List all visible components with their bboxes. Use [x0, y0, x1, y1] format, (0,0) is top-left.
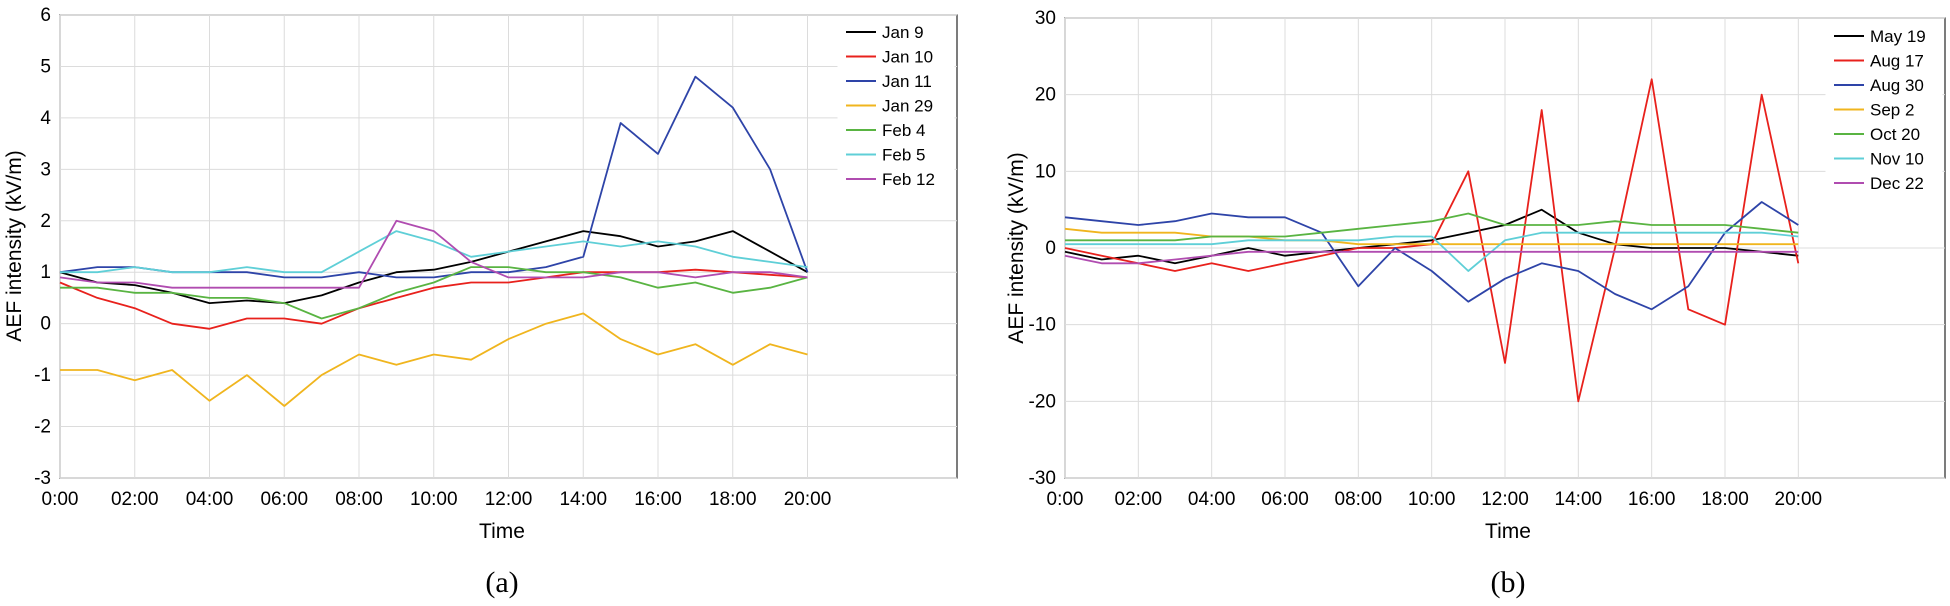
y-tick-label: 0 — [1045, 238, 1056, 259]
x-tick-label: 0:00 — [42, 489, 79, 510]
x-tick-label: 02:00 — [111, 489, 159, 510]
y-tick-label: -30 — [1029, 468, 1056, 489]
series-line-a-0 — [59, 230, 808, 304]
x-tick-label: 12:00 — [485, 489, 533, 510]
y-tick-label: 3 — [40, 159, 51, 180]
x-tick-label: 02:00 — [1115, 489, 1163, 510]
series-line-b-0 — [1064, 208, 1799, 265]
chart-b: -30 -20 -10 0 10 20 30 0:00 02:00 04:00 06:00 08:0… — [1005, 8, 1946, 599]
legend-label: Oct 20 — [1870, 125, 1920, 144]
y-tick-label: -3 — [34, 468, 51, 489]
x-axis-label-b: Time — [1485, 520, 1531, 543]
y-axis-label-a: AEF intensity (kV/m) — [3, 150, 26, 341]
legend-label: Feb 12 — [882, 170, 935, 189]
x-tick-label: 18:00 — [1701, 489, 1749, 510]
y-axis-label-b: AEF intensity (kV/m) — [1005, 152, 1028, 343]
series-line-b-3 — [1064, 227, 1799, 246]
x-tick-label: 14:00 — [1555, 489, 1603, 510]
legend-label: Feb 5 — [882, 146, 925, 165]
x-tick-label: 10:00 — [410, 489, 458, 510]
series-line-a-3 — [60, 312, 808, 407]
legend-label: Jan 11 — [882, 72, 932, 91]
series-line-a-6 — [59, 219, 808, 289]
caption-a: (a) — [485, 566, 518, 599]
series-line-b-5 — [1065, 231, 1799, 272]
x-ticks-b: 0:00 02:00 04:00 06:00 08:00 10:00 12:00 14:00 1… — [1047, 489, 1823, 510]
series-line-a-1 — [59, 268, 808, 330]
legend-label: Dec 22 — [1870, 174, 1924, 193]
x-ticks-a: 0:00 02:00 04:00 06:00 08:00 10:00 12:00 14:00 1… — [42, 489, 832, 510]
x-tick-label: 0:00 — [1047, 489, 1084, 510]
series-line-a-4 — [60, 266, 808, 320]
y-tick-label: 10 — [1035, 161, 1056, 182]
y-tick-label: -1 — [34, 365, 51, 386]
y-tick-label: 30 — [1035, 8, 1056, 29]
grid-b — [1064, 17, 1945, 479]
y-ticks-b: -30 -20 -10 0 10 20 30 — [1029, 8, 1056, 489]
series-line-b-6 — [1064, 250, 1799, 265]
y-tick-label: 20 — [1035, 85, 1056, 106]
caption-b: (b) — [1491, 566, 1526, 599]
legend-box-a — [837, 17, 955, 209]
legend-label: Sep 2 — [1870, 101, 1914, 120]
legend-label: Jan 29 — [882, 97, 933, 116]
x-axis-label-a: Time — [479, 520, 525, 543]
x-tick-label: 06:00 — [260, 489, 308, 510]
x-tick-label: 20:00 — [1775, 489, 1823, 510]
x-tick-label: 06:00 — [1261, 489, 1309, 510]
series-group-a — [59, 75, 809, 407]
series-line-a-5 — [60, 230, 808, 274]
x-tick-label: 08:00 — [1335, 489, 1383, 510]
x-tick-label: 18:00 — [709, 489, 757, 510]
legend-label: Jan 10 — [882, 48, 933, 67]
x-tick-label: 16:00 — [634, 489, 682, 510]
y-tick-label: -10 — [1029, 315, 1056, 336]
legend-label: May 19 — [1870, 27, 1926, 46]
legend-box-b — [1825, 21, 1943, 213]
x-tick-label: 10:00 — [1408, 489, 1456, 510]
legend-a: Jan 9 Jan 10 Jan 11 Jan 29 Feb 4 Feb 5 Feb 12 — [837, 17, 955, 209]
series-line-b-4 — [1065, 212, 1799, 242]
x-tick-label: 12:00 — [1481, 489, 1529, 510]
chart-a: -3 -2 -1 0 1 2 3 4 5 6 0:00 02:00 04:00 06:00 08:00 10… — [3, 5, 958, 599]
x-tick-label: 20:00 — [784, 489, 832, 510]
y-ticks-a: -3 -2 -1 0 1 2 3 4 5 6 — [34, 5, 51, 489]
y-tick-label: -20 — [1029, 391, 1056, 412]
y-tick-label: 1 — [40, 262, 51, 283]
y-tick-label: 0 — [40, 314, 51, 335]
x-tick-label: 04:00 — [186, 489, 234, 510]
legend-label: Aug 30 — [1870, 76, 1924, 95]
series-line-b-2 — [1064, 201, 1799, 311]
y-tick-label: -2 — [34, 417, 51, 438]
x-tick-label: 14:00 — [559, 489, 607, 510]
x-tick-label: 16:00 — [1628, 489, 1676, 510]
y-tick-label: 6 — [40, 5, 51, 26]
legend-label: Feb 4 — [882, 121, 925, 140]
x-tick-label: 08:00 — [335, 489, 383, 510]
y-tick-label: 2 — [40, 211, 51, 232]
legend-b: May 19 Aug 17 Aug 30 Sep 2 Oct 20 Nov 10 Dec 2… — [1825, 21, 1943, 213]
y-tick-label: 5 — [40, 56, 51, 77]
legend-label: Aug 17 — [1870, 52, 1924, 71]
legend-label: Nov 10 — [1870, 150, 1924, 169]
y-tick-label: 4 — [40, 108, 51, 129]
legend-label: Jan 9 — [882, 23, 924, 42]
x-tick-label: 04:00 — [1188, 489, 1236, 510]
series-group-b — [1064, 78, 1800, 403]
